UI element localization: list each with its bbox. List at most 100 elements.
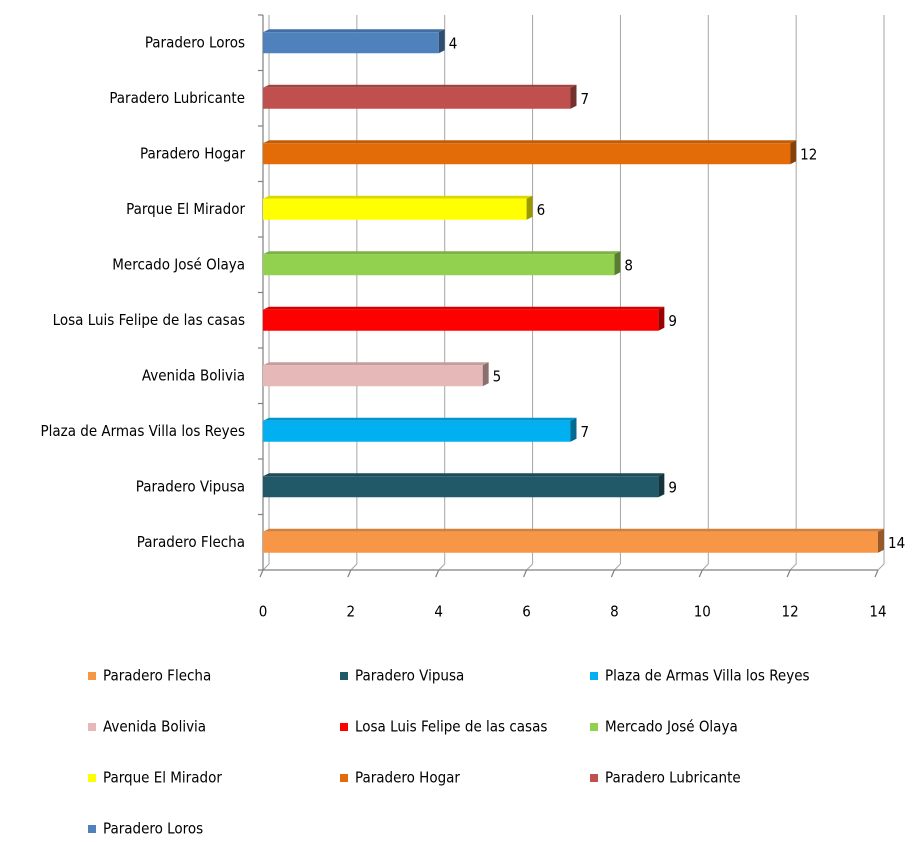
legend-label: Plaza de Armas Villa los Reyes — [605, 667, 810, 685]
value-label: 7 — [581, 90, 590, 108]
legend-swatch — [88, 723, 96, 731]
value-label: 6 — [537, 201, 546, 219]
x-tick — [786, 569, 791, 578]
bar-side — [658, 306, 665, 331]
legend-swatch — [590, 723, 598, 731]
legend-label: Mercado José Olaya — [605, 718, 738, 736]
legend-label: Avenida Bolivia — [103, 718, 206, 736]
x-tick — [259, 569, 264, 578]
value-label: 14 — [888, 534, 905, 552]
y-tick-label: Paradero Hogar — [140, 144, 245, 162]
x-tick-label: 0 — [259, 603, 268, 621]
x-tick-label: 14 — [869, 603, 886, 621]
legend-swatch — [590, 672, 598, 680]
y-tick-label: Mercado José Olaya — [112, 255, 245, 273]
value-label: 12 — [800, 145, 817, 163]
x-tick-label: 2 — [347, 603, 356, 621]
bar-top — [263, 84, 577, 88]
bar — [263, 198, 527, 220]
legend-label: Losa Luis Felipe de las casas — [355, 718, 547, 736]
legend-item: Mercado José Olaya — [590, 718, 738, 736]
x-tick-label: 10 — [694, 603, 711, 621]
legend-label: Paradero Hogar — [355, 769, 460, 787]
bar-top — [263, 362, 489, 366]
value-label: 4 — [449, 34, 458, 52]
legend-swatch — [340, 774, 348, 782]
x-tick — [874, 569, 879, 578]
x-tick-label: 12 — [782, 603, 799, 621]
legend-label: Paradero Vipusa — [355, 667, 464, 685]
legend-label: Paradero Loros — [103, 820, 203, 838]
bar-top — [263, 473, 665, 477]
legend-item: Paradero Loros — [88, 820, 203, 838]
bar-side — [438, 29, 445, 54]
bar — [263, 309, 659, 331]
value-label: 5 — [493, 367, 502, 385]
value-label: 9 — [668, 312, 677, 330]
y-tick-label: Paradero Vipusa — [136, 477, 245, 495]
bar-side — [482, 362, 489, 387]
legend-label: Paradero Lubricante — [605, 769, 741, 787]
legend-swatch — [590, 774, 598, 782]
bar-side — [878, 528, 884, 553]
y-tick-label: Plaza de Armas Villa los Reyes — [40, 422, 245, 440]
legend-swatch — [88, 774, 96, 782]
legend-item: Paradero Vipusa — [340, 667, 464, 685]
bar-side — [570, 84, 577, 109]
x-tick — [610, 569, 615, 578]
bar — [263, 32, 439, 54]
legend-item: Paradero Lubricante — [590, 769, 741, 787]
bar — [263, 531, 878, 553]
x-tick — [523, 569, 528, 578]
y-tick-label: Paradero Flecha — [137, 533, 245, 551]
legend-swatch — [340, 723, 348, 731]
legend-item: Paradero Hogar — [340, 769, 460, 787]
legend-item: Paradero Flecha — [88, 667, 211, 685]
bar-top — [263, 528, 884, 532]
bar-top — [263, 306, 665, 310]
bar-top — [263, 140, 797, 144]
legend-label: Parque El Mirador — [103, 769, 222, 787]
x-tick-label: 6 — [522, 603, 531, 621]
y-tick-label: Losa Luis Felipe de las casas — [53, 311, 245, 329]
value-label: 9 — [668, 478, 677, 496]
bar — [263, 87, 571, 109]
legend-label: Paradero Flecha — [103, 667, 211, 685]
grid-line — [701, 15, 709, 571]
legend-item: Plaza de Armas Villa los Reyes — [590, 667, 810, 685]
bar-side — [790, 140, 797, 165]
legend-swatch — [88, 825, 96, 833]
x-tick-label: 4 — [434, 603, 443, 621]
bar — [263, 143, 791, 165]
bar — [263, 420, 571, 442]
bar-side — [570, 417, 577, 442]
bar-top — [263, 195, 533, 199]
y-tick-label: Parque El Mirador — [126, 200, 245, 218]
legend-item: Avenida Bolivia — [88, 718, 206, 736]
bar-side — [526, 195, 533, 220]
bar-top — [263, 29, 445, 33]
bar-side — [614, 251, 621, 276]
bar — [263, 254, 615, 276]
bar-top — [263, 417, 577, 421]
legend-swatch — [88, 672, 96, 680]
bar — [263, 476, 659, 498]
x-tick — [435, 569, 440, 578]
y-tick-label: Avenida Bolivia — [142, 366, 245, 384]
x-tick — [347, 569, 352, 578]
legend-item: Losa Luis Felipe de las casas — [340, 718, 547, 736]
grid-line — [614, 15, 621, 571]
x-tick — [698, 569, 703, 578]
legend-item: Parque El Mirador — [88, 769, 222, 787]
y-tick-label: Paradero Lubricante — [109, 89, 245, 107]
bar-side — [658, 473, 665, 498]
grid-line — [789, 15, 797, 571]
grid-line — [877, 15, 885, 571]
y-tick-label: Paradero Loros — [145, 33, 245, 51]
value-label: 7 — [581, 423, 590, 441]
bar-top — [263, 251, 621, 255]
x-tick-label: 8 — [610, 603, 619, 621]
bar — [263, 365, 483, 387]
